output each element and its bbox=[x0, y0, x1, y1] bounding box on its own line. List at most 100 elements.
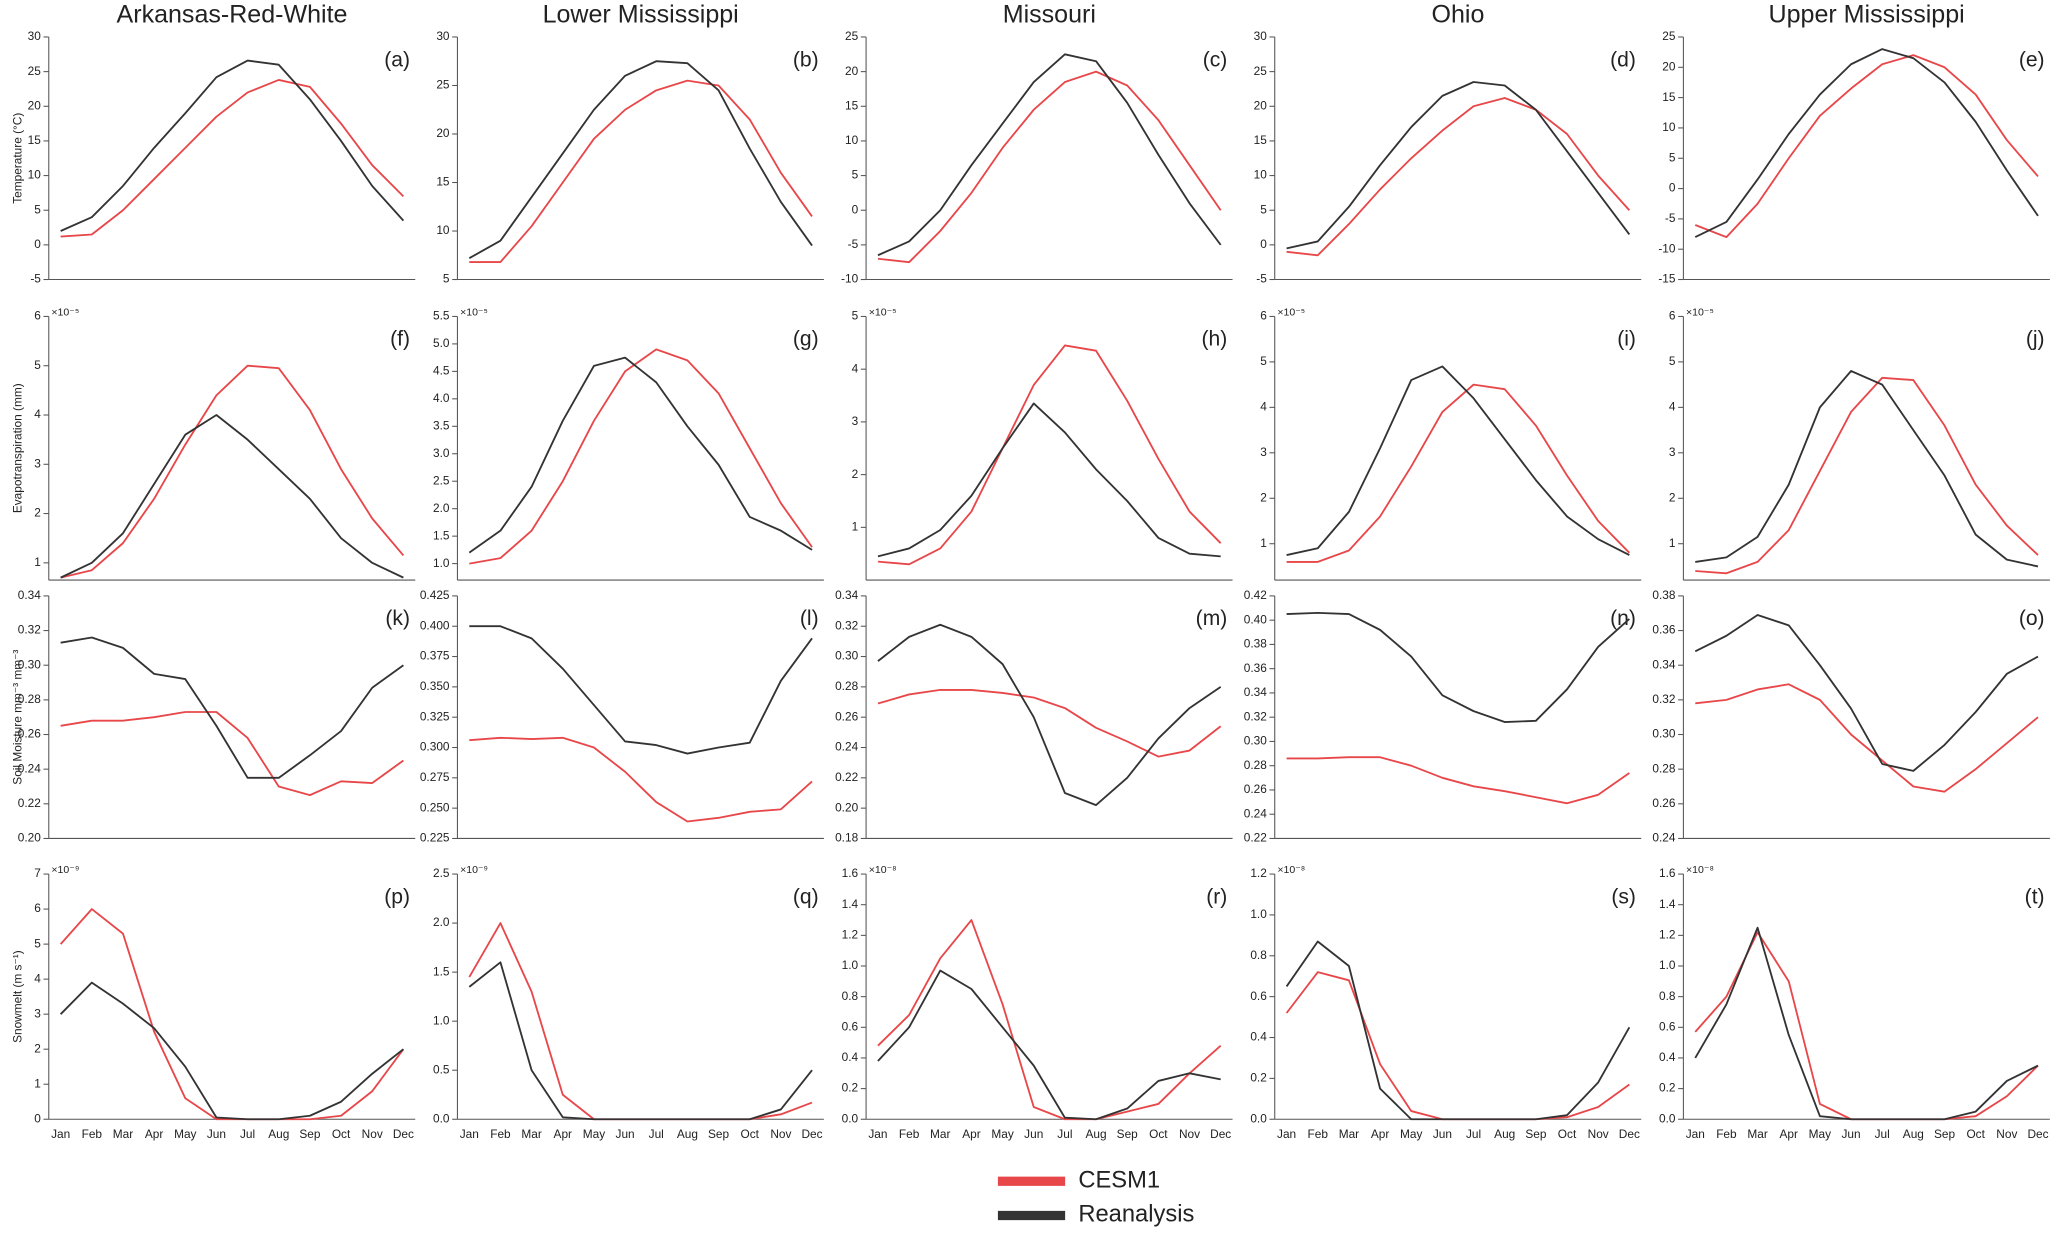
y-tick-label: 2 bbox=[1669, 490, 1676, 504]
y-tick-label: 0 bbox=[34, 237, 41, 251]
y-tick-label: 10 bbox=[436, 223, 450, 237]
x-tick-label: Dec bbox=[393, 1127, 414, 1141]
y-tick-label: 30 bbox=[436, 29, 450, 43]
y-tick-label: 30 bbox=[1254, 29, 1268, 43]
y-tick-label: 0.8 bbox=[1659, 989, 1676, 1003]
y-tick-label: 0.2 bbox=[842, 1081, 859, 1095]
y-tick-label: 0.22 bbox=[1244, 831, 1267, 845]
y-tick-label: 20 bbox=[845, 64, 859, 78]
y-tick-label: 0.8 bbox=[842, 989, 859, 1003]
y-tick-label: 4 bbox=[34, 407, 41, 421]
y-tick-label: 0.4 bbox=[1659, 1050, 1676, 1064]
y-tick-label: 10 bbox=[845, 133, 859, 147]
y-tick-label: 25 bbox=[28, 64, 42, 78]
y-tick-label: 3 bbox=[852, 414, 859, 428]
y-tick-label: 5 bbox=[1260, 354, 1267, 368]
x-tick-label: May bbox=[174, 1127, 196, 1141]
y-tick-label: 0.26 bbox=[1244, 782, 1267, 796]
axis-scale-label: ×10⁻⁸ bbox=[1277, 864, 1305, 876]
series-line bbox=[877, 969, 1221, 1121]
y-tick-label: 1.0 bbox=[433, 1013, 450, 1027]
x-tick-label: Oct bbox=[740, 1127, 759, 1141]
y-tick-label: 0.24 bbox=[18, 761, 41, 775]
y-tick-label: 0.6 bbox=[1250, 989, 1267, 1003]
y-tick-label: 0.8 bbox=[1250, 948, 1267, 962]
y-tick-label: 0.26 bbox=[835, 709, 858, 723]
y-tick-label: 20 bbox=[1254, 98, 1268, 112]
axis-scale-label: ×10⁻⁵ bbox=[869, 306, 897, 318]
panel-label: (h) bbox=[1202, 328, 1228, 351]
y-tick-label: 20 bbox=[436, 126, 450, 140]
x-tick-label: Jun bbox=[207, 1127, 226, 1141]
y-tick-label: 25 bbox=[436, 78, 450, 92]
y-tick-label: 0.28 bbox=[18, 692, 41, 706]
panel-label: (o) bbox=[2019, 607, 2045, 630]
y-tick-label: 1 bbox=[1260, 536, 1267, 550]
y-axis-label: Snowmelt (m s⁻¹) bbox=[11, 950, 25, 1043]
y-tick-label: 1.2 bbox=[1659, 927, 1676, 941]
x-tick-label: Jan bbox=[1686, 1127, 1705, 1141]
x-tick-label: Apr bbox=[554, 1127, 573, 1141]
y-tick-label: 0.400 bbox=[420, 618, 450, 632]
y-tick-label: 0.26 bbox=[18, 727, 41, 741]
y-tick-label: 0.24 bbox=[1244, 806, 1267, 820]
y-tick-label: 1 bbox=[1669, 536, 1676, 550]
x-tick-label: Dec bbox=[801, 1127, 822, 1141]
y-tick-label: 0.36 bbox=[1652, 623, 1675, 637]
y-tick-label: 1.0 bbox=[842, 958, 859, 972]
x-tick-label: Feb bbox=[1308, 1127, 1329, 1141]
panel-label: (a) bbox=[384, 48, 410, 71]
y-tick-label: 0.4 bbox=[1250, 1030, 1267, 1044]
y-tick-label: 5 bbox=[1669, 354, 1676, 368]
x-tick-label: May bbox=[583, 1127, 605, 1141]
y-tick-label: 5 bbox=[852, 168, 859, 182]
series-line bbox=[1695, 370, 2039, 568]
panel-label: (r) bbox=[1206, 885, 1227, 908]
y-tick-label: 1 bbox=[34, 1076, 41, 1090]
y-tick-label: 15 bbox=[1662, 90, 1676, 104]
series-line bbox=[877, 53, 1222, 257]
y-tick-label: 3 bbox=[34, 1006, 41, 1020]
panel-label: (t) bbox=[2025, 885, 2045, 908]
x-tick-label: Jun bbox=[616, 1127, 635, 1141]
y-tick-label: -10 bbox=[1658, 241, 1676, 255]
x-tick-label: Dec bbox=[1210, 1127, 1231, 1141]
x-tick-label: Nov bbox=[362, 1127, 383, 1141]
chart-title: Upper Mississippi bbox=[1769, 0, 1965, 28]
y-tick-label: 0.24 bbox=[835, 740, 858, 754]
axis-scale-label: ×10⁻⁹ bbox=[51, 864, 79, 876]
series-line bbox=[1694, 931, 2039, 1121]
series-line bbox=[60, 414, 404, 579]
x-tick-label: Mar bbox=[930, 1127, 950, 1141]
y-tick-label: 0.42 bbox=[1244, 588, 1267, 602]
y-tick-label: 0.6 bbox=[842, 1019, 859, 1033]
y-tick-label: 0.350 bbox=[420, 679, 450, 693]
y-tick-label: 3.0 bbox=[433, 446, 450, 460]
y-tick-label: 0 bbox=[1669, 181, 1676, 195]
y-tick-label: 6 bbox=[34, 901, 41, 915]
axis-scale-label: ×10⁻⁸ bbox=[869, 864, 897, 876]
series-line bbox=[468, 60, 813, 259]
y-tick-label: 2 bbox=[852, 467, 859, 481]
y-tick-label: 0 bbox=[852, 202, 859, 216]
y-tick-label: 5.0 bbox=[433, 336, 450, 350]
y-tick-label: 4 bbox=[1260, 399, 1267, 413]
x-tick-label: Jul bbox=[1875, 1127, 1890, 1141]
y-tick-label: 0.375 bbox=[420, 649, 450, 663]
x-tick-label: Jul bbox=[649, 1127, 664, 1141]
x-tick-label: Aug bbox=[1494, 1127, 1515, 1141]
y-tick-label: 1.0 bbox=[433, 556, 450, 570]
panel-label: (j) bbox=[2026, 328, 2045, 351]
y-tick-label: 0.425 bbox=[420, 588, 450, 602]
x-tick-label: May bbox=[1809, 1127, 1831, 1141]
y-tick-label: 15 bbox=[436, 175, 450, 189]
x-tick-label: Sep bbox=[299, 1127, 321, 1141]
y-tick-label: 25 bbox=[845, 29, 859, 43]
series-line bbox=[877, 70, 1222, 264]
x-tick-label: Sep bbox=[1525, 1127, 1547, 1141]
x-tick-label: Jun bbox=[1841, 1127, 1860, 1141]
x-tick-label: Jun bbox=[1433, 1127, 1452, 1141]
series-line bbox=[60, 636, 404, 779]
series-line bbox=[877, 402, 1221, 558]
